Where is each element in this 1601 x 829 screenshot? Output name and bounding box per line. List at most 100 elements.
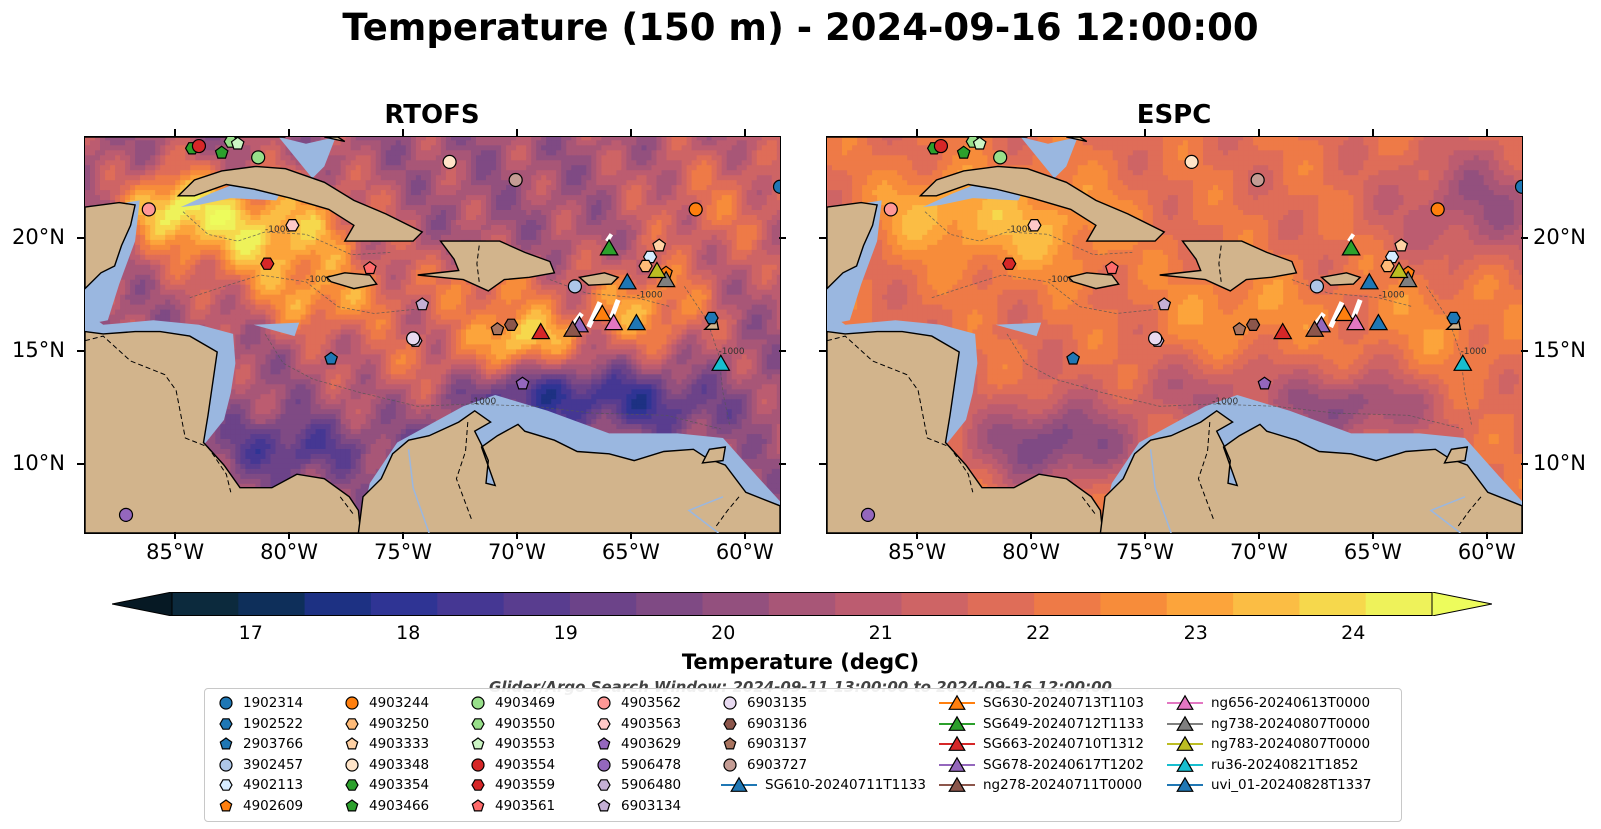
colorbar-tick-label: 22	[1026, 622, 1050, 644]
legend-item: 4903629	[595, 734, 681, 754]
legend-item: ng738-20240807T0000	[1167, 714, 1370, 734]
marker-6903137	[1232, 322, 1247, 336]
map-panel-rtofs[interactable]: -1000 -1000 -1000 -1000 -1000	[84, 136, 781, 534]
colorbar-band	[569, 592, 637, 616]
lon-tick-mark-top	[1371, 129, 1374, 136]
map-panel-espc[interactable]: -1000 -1000 -1000 -1000 -1000	[826, 136, 1523, 534]
legend-label: 1902522	[243, 716, 303, 732]
legend-item: 4903553	[469, 734, 555, 754]
lon-tick-label: 60°W	[716, 540, 774, 564]
legend-label: ru36-20240821T1852	[1211, 757, 1358, 773]
marker-4903250	[1380, 259, 1395, 273]
legend-item: SG663-20240710T1312	[939, 734, 1144, 754]
marker-1902522	[1446, 311, 1461, 325]
circle-marker-icon	[471, 757, 485, 772]
marker-4903559	[1002, 257, 1017, 270]
legend-label: 4903561	[495, 798, 555, 814]
marker-5906478	[118, 507, 134, 522]
lat-tick-mark-right	[1521, 236, 1528, 239]
marker-3902457	[1309, 279, 1325, 294]
lat-tick-mark-right	[779, 236, 786, 239]
colorbar-band	[1365, 592, 1433, 616]
legend-label: SG610-20240711T1133	[765, 777, 926, 793]
legend-label: 6903137	[747, 736, 807, 752]
colorbar-band	[835, 592, 903, 616]
marker-4902113	[642, 250, 658, 264]
lon-tick-mark-top	[1485, 129, 1488, 136]
legend-swatch	[597, 717, 611, 730]
lon-tick-mark	[1371, 532, 1374, 539]
legend-swatch	[471, 779, 485, 791]
triangle-marker-icon	[939, 735, 975, 751]
colorbar-band	[636, 592, 704, 616]
lon-tick-mark-top	[1257, 129, 1260, 136]
triangle-marker-icon	[1167, 694, 1203, 710]
legend-item: 5906480	[595, 775, 681, 795]
marker-4903563	[285, 218, 300, 232]
marker-1902314	[1514, 179, 1522, 194]
contour-label: -1000	[1007, 225, 1033, 235]
contour-label: -1000	[1048, 275, 1074, 285]
land-cuba	[176, 165, 424, 242]
marker-SG649-20240712T1133	[1341, 238, 1361, 256]
colorbar-tick-label: 20	[711, 622, 735, 644]
triangle-marker-icon	[939, 776, 975, 792]
lon-tick-label: 70°W	[488, 540, 546, 564]
legend-item: 4903348	[343, 755, 429, 775]
country-borders	[827, 245, 1482, 527]
legend-label: 4903563	[621, 716, 681, 732]
marker-uvi_01-20240828T1337	[1359, 272, 1380, 290]
marker-4903561	[362, 260, 377, 275]
land-puertorico	[1319, 272, 1362, 286]
legend-swatch	[597, 737, 611, 750]
legend-swatch	[345, 717, 359, 730]
lat-tick-mark-right	[1521, 463, 1528, 466]
legend-swatch	[471, 757, 485, 772]
hexagon-marker-icon	[471, 717, 485, 730]
land-jamaica	[325, 272, 378, 290]
legend-label: 4903559	[495, 777, 555, 793]
legend-label: 4903244	[369, 695, 429, 711]
lat-tick-mark-right	[779, 349, 786, 352]
legend-item: 4903559	[469, 775, 555, 795]
country-borders	[85, 245, 740, 527]
legend-item: 4903244	[343, 693, 429, 713]
lat-tick-label: 10°N	[12, 451, 65, 475]
legend-label: SG630-20240713T1103	[983, 695, 1144, 711]
legend-label: 4903466	[369, 798, 429, 814]
legend-label: ng278-20240711T0000	[983, 777, 1142, 793]
legend-label: uvi_01-20240828T1337	[1211, 777, 1371, 793]
triangle-marker-icon	[939, 694, 975, 710]
lat-tick-mark-right	[1521, 349, 1528, 352]
legend-swatch	[1176, 756, 1194, 772]
legend-label: 4903333	[369, 736, 429, 752]
lon-tick-mark	[402, 532, 405, 539]
marker-ng656-20240613T0000	[603, 313, 624, 331]
lon-tick-mark	[1485, 532, 1488, 539]
colorbar-band	[768, 592, 836, 616]
marker-4902113	[1384, 250, 1400, 264]
marker-6903135	[1148, 331, 1163, 346]
legend-swatch	[219, 757, 233, 772]
marker-ng738-20240807T0000	[1398, 270, 1418, 288]
marker-4903554	[933, 138, 949, 154]
legend-swatch	[723, 696, 737, 710]
legend-swatch	[723, 737, 737, 750]
marker-1902314	[772, 179, 780, 194]
marker-ru36-20240821T1852	[1453, 354, 1473, 371]
legend-label: 4903354	[369, 777, 429, 793]
legend-swatch	[597, 696, 611, 710]
marker-4903466	[214, 145, 229, 159]
legend-swatch	[219, 696, 233, 710]
lat-tick-label: 10°N	[1533, 451, 1586, 475]
marker-1902522	[704, 311, 719, 325]
legend-label: 4902113	[243, 777, 303, 793]
triangle-marker-icon	[1167, 776, 1203, 792]
legend-item: 6903134	[595, 796, 681, 816]
marker-4903629	[515, 376, 530, 390]
triangle-marker-icon	[939, 715, 975, 731]
colorbar-band	[437, 592, 505, 616]
circle-marker-icon	[723, 696, 737, 710]
legend-label: 4903469	[495, 695, 555, 711]
legend-item: uvi_01-20240828T1337	[1167, 775, 1371, 795]
